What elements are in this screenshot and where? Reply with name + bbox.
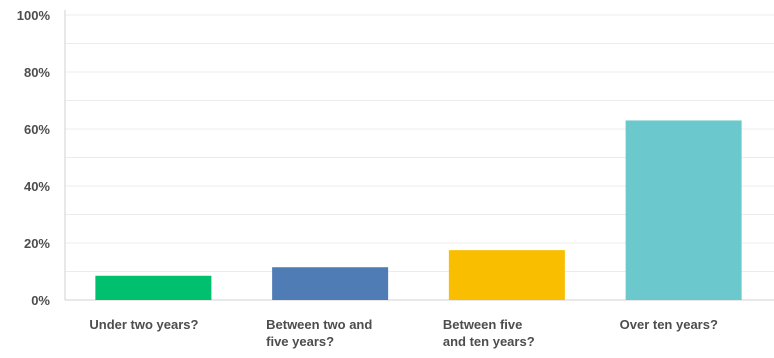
x-tick-label: Between five and ten years? [443, 316, 593, 350]
y-tick-label: 80% [24, 65, 50, 80]
bars [95, 120, 742, 300]
x-tick-label-line: and ten years? [442, 334, 535, 349]
x-tick-label-line: Under two years? [89, 317, 199, 332]
x-tick-label: Under two years? [89, 316, 239, 333]
y-tick-label: 40% [24, 179, 50, 194]
bar [625, 120, 742, 300]
y-tick-label: 60% [24, 122, 50, 137]
gridlines [65, 14, 774, 301]
x-tick-label-line: Over ten years? [619, 317, 718, 332]
y-tick-label: 100% [17, 8, 51, 23]
x-tick-label: Over ten years? [620, 316, 770, 333]
bar [95, 275, 212, 300]
x-tick-label-line: Between five [442, 317, 523, 332]
bar [448, 250, 565, 300]
x-tick-label: Between two and five years? [266, 316, 416, 350]
x-tick-label-line: five years? [266, 334, 335, 349]
bar [272, 267, 389, 300]
y-axis: 0% 20% 40% 60% 80% 100% [17, 8, 66, 308]
y-tick-label: 20% [24, 236, 50, 251]
y-tick-label: 0% [31, 293, 50, 308]
x-tick-label-line: Between two and [266, 317, 373, 332]
